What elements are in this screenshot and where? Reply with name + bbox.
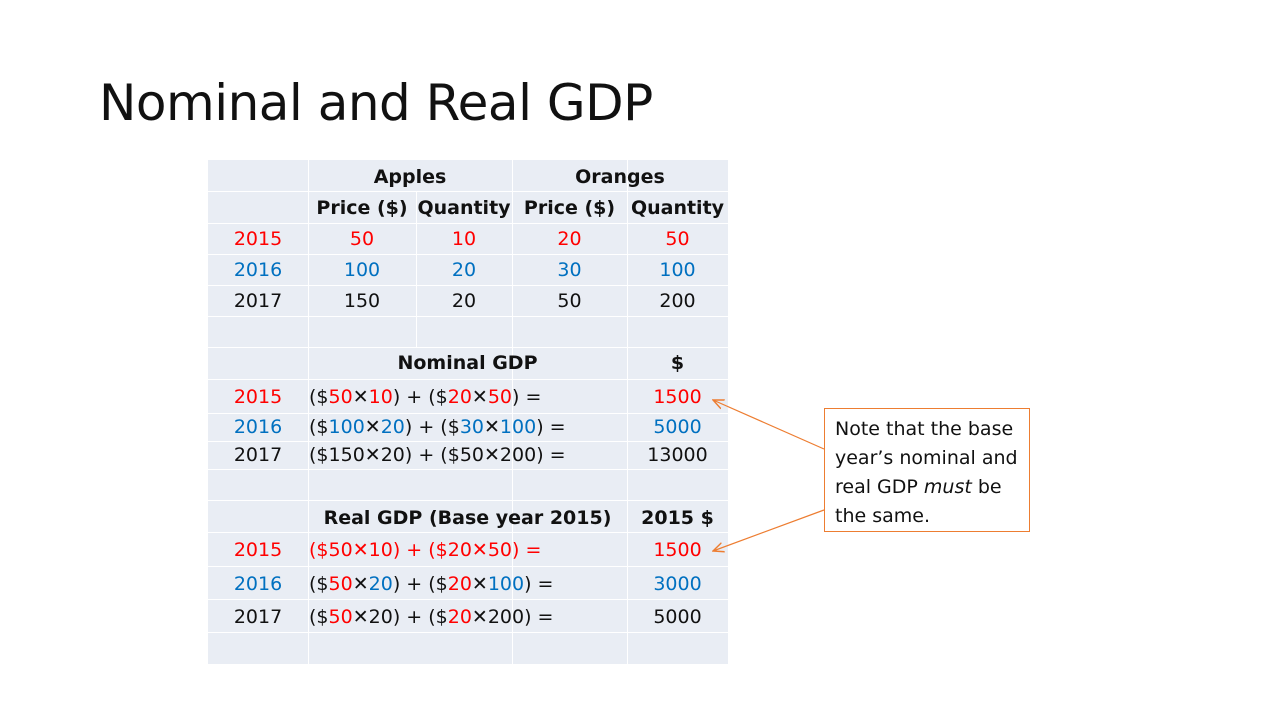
year-label: 2016 <box>233 259 283 281</box>
apple-price: 150 <box>343 290 381 312</box>
nominal-year: 2017 <box>233 444 283 466</box>
real-result: 5000 <box>653 606 702 628</box>
nominal-formula: ($50✕10) + ($20✕50) = <box>309 386 542 408</box>
real-year: 2016 <box>233 573 283 595</box>
apple-quantity: 20 <box>451 290 477 312</box>
header-apple-quantity: Quantity <box>417 197 511 219</box>
nominal-unit-header: $ <box>670 352 685 374</box>
column-divider <box>308 160 309 664</box>
year-label: 2015 <box>233 228 283 250</box>
apple-quantity: 20 <box>451 259 477 281</box>
row-divider <box>208 566 728 567</box>
column-divider <box>416 191 417 347</box>
header-orange-quantity: Quantity <box>630 197 725 219</box>
note-callout: Note that the base year’s nominal and re… <box>824 408 1030 532</box>
note-line: real GDP must be <box>835 476 1002 498</box>
row-divider <box>208 316 728 317</box>
nominal-year: 2016 <box>233 416 283 438</box>
real-gdp-header: Real GDP (Base year 2015) <box>323 507 612 529</box>
header-apple-price: Price ($) <box>316 197 408 219</box>
real-year: 2017 <box>233 606 283 628</box>
orange-price: 30 <box>557 259 582 281</box>
orange-quantity: 50 <box>665 228 690 250</box>
real-formula: ($50✕20) + ($20✕200) = <box>309 606 554 628</box>
row-divider <box>208 379 728 380</box>
orange-quantity: 100 <box>659 259 696 281</box>
row-divider <box>208 413 728 414</box>
note-line: year’s nominal and <box>835 447 1018 469</box>
note-line: Note that the base <box>835 418 1014 440</box>
arrow-to-nominal-2015 <box>713 400 825 450</box>
gdp-table <box>208 160 728 664</box>
header-apples: Apples <box>373 166 447 188</box>
real-result: 3000 <box>653 573 702 595</box>
row-divider <box>208 285 728 286</box>
row-divider <box>208 532 728 533</box>
note-line: the same. <box>835 505 930 527</box>
year-label: 2017 <box>233 290 283 312</box>
nominal-formula: ($100✕20) + ($30✕100) = <box>309 416 566 438</box>
column-divider <box>627 160 628 664</box>
slide-title: Nominal and Real GDP <box>99 74 653 132</box>
row-divider <box>208 254 728 255</box>
nominal-result: 1500 <box>653 386 702 408</box>
row-divider <box>208 469 728 470</box>
row-divider <box>208 441 728 442</box>
nominal-result: 5000 <box>653 416 702 438</box>
header-orange-price: Price ($) <box>523 197 616 219</box>
row-divider <box>208 191 728 192</box>
orange-price: 20 <box>557 228 582 250</box>
header-oranges: Oranges <box>575 166 665 188</box>
apple-quantity: 10 <box>451 228 477 250</box>
apple-price: 100 <box>343 259 381 281</box>
nominal-year: 2015 <box>233 386 283 408</box>
nominal-formula: ($150✕20) + ($50✕200) = <box>309 444 566 466</box>
row-divider <box>208 599 728 600</box>
real-unit-header: 2015 $ <box>641 507 714 529</box>
column-divider <box>512 160 513 664</box>
row-divider <box>208 347 728 348</box>
real-formula: ($50✕20) + ($20✕100) = <box>309 573 554 595</box>
apple-price: 50 <box>349 228 375 250</box>
row-divider <box>208 500 728 501</box>
row-divider <box>208 223 728 224</box>
real-formula: ($50✕10) + ($20✕50) = <box>309 539 542 561</box>
orange-quantity: 200 <box>659 290 696 312</box>
orange-price: 50 <box>557 290 582 312</box>
nominal-gdp-header: Nominal GDP <box>397 352 538 374</box>
real-result: 1500 <box>653 539 702 561</box>
row-divider <box>208 632 728 633</box>
real-year: 2015 <box>233 539 283 561</box>
nominal-result: 13000 <box>647 444 708 466</box>
arrow-to-real-2015 <box>713 509 825 551</box>
